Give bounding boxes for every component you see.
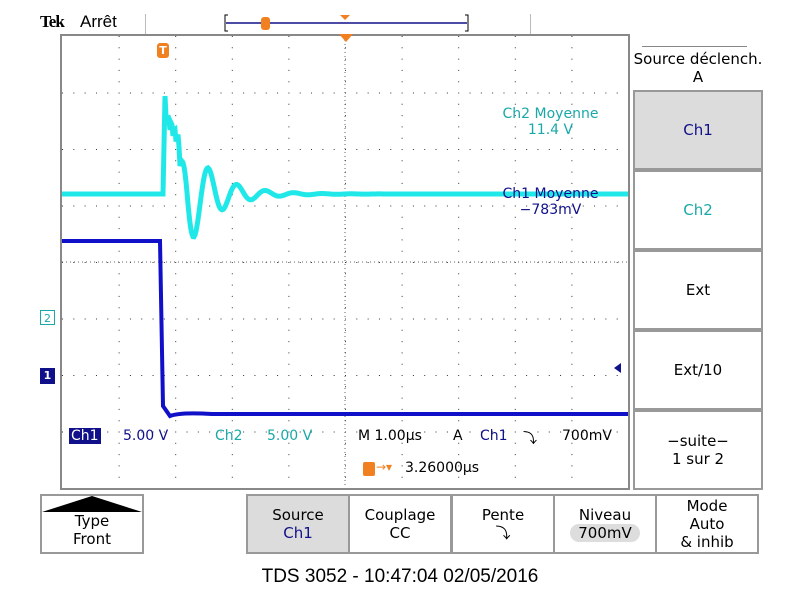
- divider: [642, 46, 747, 47]
- button-value: Ch1: [283, 524, 313, 542]
- button-label: Niveau: [578, 506, 632, 524]
- side-menu-ch1[interactable]: Ch1: [633, 90, 763, 170]
- timebase: M 1.00µs: [358, 428, 422, 444]
- brand-logo: Tek: [40, 12, 65, 31]
- button-value: CC: [389, 524, 411, 542]
- divider: [530, 14, 531, 34]
- ch2-ground-marker[interactable]: 2: [40, 310, 55, 325]
- coupling-button[interactable]: Couplage CC: [348, 494, 452, 554]
- level-button[interactable]: Niveau 700mV: [553, 494, 657, 554]
- slope-button[interactable]: Pente ⤵: [451, 494, 555, 554]
- trigger-position-icon: [339, 34, 353, 42]
- menu-label: Ch2: [683, 201, 713, 219]
- menu-label: Ext: [685, 281, 711, 299]
- expansion-point-marker: [340, 15, 350, 20]
- trigger-source: Ch1: [480, 428, 508, 444]
- acquisition-status: Arrêt: [80, 12, 117, 31]
- graticule-grid: [62, 36, 618, 478]
- trigger-mode: A: [453, 428, 463, 444]
- waveform-display: [60, 34, 630, 490]
- button-value: 700mV: [570, 524, 640, 542]
- side-menu-ext[interactable]: Ext: [633, 250, 763, 330]
- trigger-level: 700mV: [562, 428, 612, 444]
- arrow-icon: →▾: [376, 460, 393, 474]
- ch1-waveform: [62, 239, 628, 419]
- menu-up-arrow-icon: [42, 496, 142, 512]
- ch1-ground-marker[interactable]: 1: [40, 368, 55, 384]
- menu-label: Ch1: [683, 121, 713, 139]
- button-label: Type: [74, 512, 110, 530]
- menu-label: −suite−: [667, 432, 729, 450]
- button-label: Couplage: [364, 506, 436, 524]
- slope-icon: ⤵: [495, 524, 511, 542]
- ch2-waveform: [62, 95, 628, 240]
- ch2-label: Ch2: [215, 428, 243, 444]
- trigger-level-marker: [614, 363, 621, 373]
- button-value: Front: [73, 530, 111, 548]
- ch1-label: Ch1: [69, 428, 101, 444]
- button-value: Auto: [689, 515, 725, 533]
- mode-button[interactable]: Mode Auto & inhib: [655, 494, 759, 554]
- side-menu-ch2[interactable]: Ch2: [633, 170, 763, 250]
- ch2-scale: 5.00 V: [267, 428, 313, 444]
- divider: [145, 14, 146, 34]
- ch1-scale: 5.00 V: [123, 428, 169, 444]
- trigger-delay-icon: [363, 462, 375, 476]
- trigger-slope-icon: ⤵: [523, 431, 537, 447]
- trigger-position-marker: [261, 17, 270, 30]
- source-button[interactable]: Source Ch1: [246, 494, 350, 554]
- menu-label: Ext/10: [673, 361, 723, 379]
- button-value: & inhib: [680, 533, 734, 551]
- ch1-mean-measurement: Ch1 Moyenne −783mV: [502, 186, 599, 218]
- button-label: Pente: [481, 506, 525, 524]
- side-menu-title: Source déclench. A: [633, 50, 763, 86]
- trigger-delay: 3.26000µs: [405, 460, 480, 476]
- footer-info: TDS 3052 - 10:47:04 02/05/2016: [261, 566, 539, 587]
- side-menu-ext10[interactable]: Ext/10: [633, 330, 763, 410]
- button-label: Mode: [686, 497, 728, 515]
- side-menu-more[interactable]: −suite− 1 sur 2: [633, 410, 763, 490]
- type-button[interactable]: Type Front: [40, 494, 144, 554]
- ch2-mean-measurement: Ch2 Moyenne 11.4 V: [502, 106, 599, 138]
- record-view-bar: [224, 14, 469, 32]
- menu-sublabel: 1 sur 2: [671, 450, 725, 468]
- trigger-point-marker: T: [157, 43, 169, 58]
- button-label: Source: [272, 506, 324, 524]
